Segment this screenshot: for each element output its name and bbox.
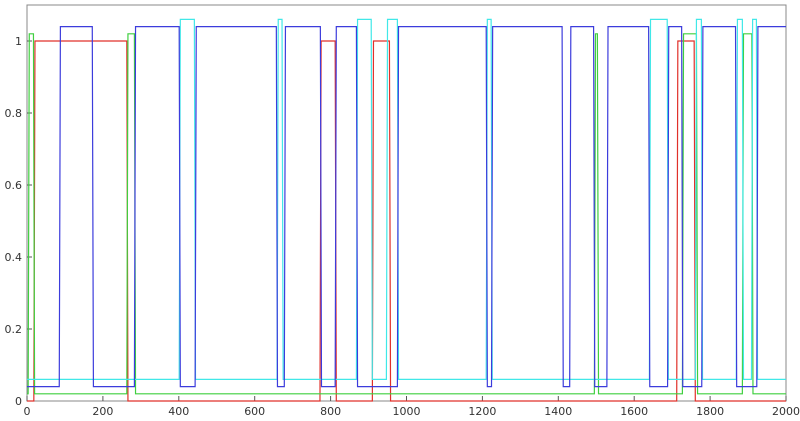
x-tick-label: 200 <box>92 405 113 418</box>
plot-area <box>26 4 787 402</box>
x-tick-label: 0 <box>24 405 31 418</box>
series-line <box>27 26 786 388</box>
x-tick-label: 1400 <box>544 405 572 418</box>
y-tick-label: 0.8 <box>5 107 23 120</box>
y-tick-label: 0.4 <box>5 251 23 264</box>
y-tick-label: 0.6 <box>5 179 23 192</box>
y-tick-label: 0.2 <box>5 323 23 336</box>
x-tick-label: 1600 <box>620 405 648 418</box>
x-tick-label: 800 <box>320 405 341 418</box>
y-tick-label: 1 <box>15 35 22 48</box>
x-tick-label: 1200 <box>468 405 496 418</box>
x-tick-label: 1000 <box>393 405 421 418</box>
y-tick-label: 0 <box>15 395 22 408</box>
x-tick-label: 2000 <box>772 405 800 418</box>
x-tick-label: 400 <box>168 405 189 418</box>
x-tick-label: 1800 <box>696 405 724 418</box>
series-line <box>27 18 786 380</box>
x-tick-label: 600 <box>244 405 265 418</box>
series-line <box>27 40 786 402</box>
